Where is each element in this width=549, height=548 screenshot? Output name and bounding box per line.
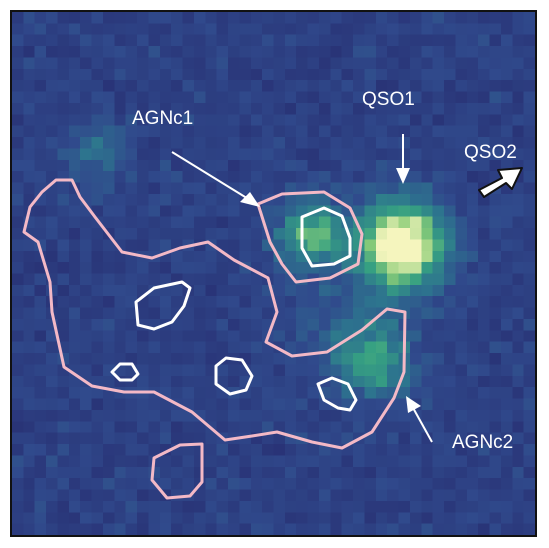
inner-contour-4 xyxy=(316,376,358,412)
inner-contour-2 xyxy=(110,362,140,382)
label-agnc2: AGNc2 xyxy=(452,432,513,453)
label-agnc1: AGNc1 xyxy=(132,108,193,129)
pixelated-intensity-map xyxy=(12,12,535,535)
thick-arrow-icon xyxy=(478,167,523,198)
annotation-overlay: AGNc1 QSO1 QSO2 AGNc2 xyxy=(22,89,523,500)
outer-contour-main xyxy=(22,178,407,450)
arrow-icon-qso1 xyxy=(396,134,410,184)
outer-contour-agnc1 xyxy=(256,190,364,284)
arrow-icon-agnc1 xyxy=(171,151,260,207)
arrow-icon-agnc2 xyxy=(406,396,433,443)
label-qso1: QSO1 xyxy=(362,89,415,110)
label-qso2: QSO2 xyxy=(464,142,517,163)
outer-contour-small xyxy=(150,442,204,500)
inner-contour-3 xyxy=(214,356,254,396)
image-frame: AGNc1 QSO1 QSO2 AGNc2 xyxy=(10,10,537,537)
inner-contour-agnc1 xyxy=(300,206,352,268)
inner-contour-1 xyxy=(134,280,192,331)
